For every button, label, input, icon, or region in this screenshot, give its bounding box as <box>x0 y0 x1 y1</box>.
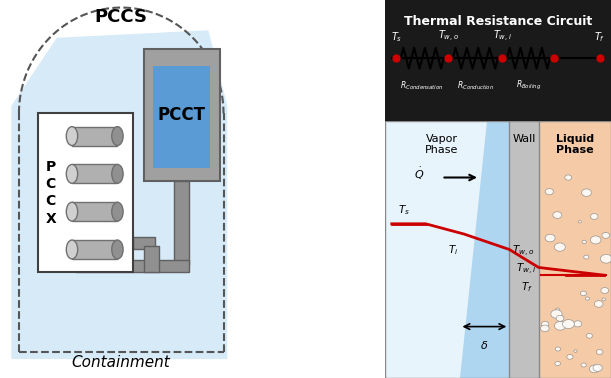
Text: $T_s$: $T_s$ <box>390 30 402 44</box>
Ellipse shape <box>66 164 78 183</box>
Text: P
C
C
X: P C C X <box>45 160 56 226</box>
Polygon shape <box>539 121 611 378</box>
Ellipse shape <box>578 221 581 223</box>
Text: PCCS: PCCS <box>95 8 148 26</box>
Text: Vapor
Phase: Vapor Phase <box>425 134 458 155</box>
Ellipse shape <box>585 297 590 300</box>
Ellipse shape <box>563 319 574 328</box>
Ellipse shape <box>593 364 602 372</box>
Polygon shape <box>12 30 227 359</box>
Ellipse shape <box>545 234 555 242</box>
Text: Containment: Containment <box>72 355 170 370</box>
Bar <box>72 202 117 221</box>
Text: $T_i$: $T_i$ <box>448 243 458 257</box>
Ellipse shape <box>554 322 566 330</box>
Text: Thermal Resistance Circuit: Thermal Resistance Circuit <box>404 15 592 28</box>
Text: $R_{Conduction}$: $R_{Conduction}$ <box>457 79 494 91</box>
Ellipse shape <box>541 325 549 332</box>
Ellipse shape <box>601 254 611 263</box>
Bar <box>144 246 159 272</box>
Ellipse shape <box>66 240 78 259</box>
Ellipse shape <box>602 298 606 301</box>
Text: $T_s$: $T_s$ <box>398 203 411 217</box>
Ellipse shape <box>590 365 599 373</box>
Ellipse shape <box>590 236 601 244</box>
Bar <box>76 260 189 272</box>
Ellipse shape <box>580 291 587 296</box>
Ellipse shape <box>565 175 572 180</box>
Ellipse shape <box>555 361 560 366</box>
Ellipse shape <box>556 315 564 321</box>
Text: $T_{w,i}$: $T_{w,i}$ <box>493 29 512 44</box>
Ellipse shape <box>586 333 593 338</box>
Ellipse shape <box>112 164 123 183</box>
Ellipse shape <box>551 310 562 318</box>
Ellipse shape <box>556 308 559 311</box>
Text: $\delta$: $\delta$ <box>480 339 489 352</box>
Polygon shape <box>385 121 510 378</box>
Ellipse shape <box>112 240 123 259</box>
Ellipse shape <box>112 127 123 146</box>
Ellipse shape <box>574 350 577 352</box>
Bar <box>174 181 189 265</box>
Text: Liquid
Phase: Liquid Phase <box>556 134 594 155</box>
Ellipse shape <box>601 288 609 293</box>
Ellipse shape <box>112 202 123 221</box>
Text: $T_f$: $T_f$ <box>594 30 606 44</box>
Ellipse shape <box>545 189 554 195</box>
Polygon shape <box>510 121 539 378</box>
Ellipse shape <box>590 214 598 219</box>
Bar <box>38 113 133 272</box>
Text: $T_{w,i}$: $T_{w,i}$ <box>516 262 536 277</box>
Ellipse shape <box>582 240 587 243</box>
Bar <box>72 240 117 259</box>
Ellipse shape <box>66 127 78 146</box>
Text: $T_{w,o}$: $T_{w,o}$ <box>438 29 459 44</box>
Bar <box>72 164 117 183</box>
Ellipse shape <box>574 321 582 327</box>
Text: $T_{w,o}$: $T_{w,o}$ <box>511 244 533 259</box>
Bar <box>72 127 117 146</box>
Text: $R_{Condensation}$: $R_{Condensation}$ <box>400 79 444 91</box>
Ellipse shape <box>553 212 562 218</box>
Ellipse shape <box>541 321 549 327</box>
Ellipse shape <box>595 301 603 307</box>
Text: PCCT: PCCT <box>158 106 206 124</box>
Ellipse shape <box>66 202 78 221</box>
Polygon shape <box>459 121 510 378</box>
Text: $\dot{Q}$: $\dot{Q}$ <box>414 166 424 182</box>
Text: $R_{Boiling}$: $R_{Boiling}$ <box>516 79 541 92</box>
Text: Wall: Wall <box>512 134 536 144</box>
Ellipse shape <box>554 243 565 251</box>
Ellipse shape <box>555 347 560 351</box>
Bar <box>133 237 155 249</box>
Bar <box>153 66 210 168</box>
Ellipse shape <box>567 355 573 359</box>
Ellipse shape <box>582 189 591 196</box>
Ellipse shape <box>581 363 587 367</box>
Ellipse shape <box>584 255 589 259</box>
Bar <box>144 49 220 181</box>
Ellipse shape <box>596 350 603 355</box>
Text: $T_f$: $T_f$ <box>521 280 532 294</box>
Ellipse shape <box>602 232 610 239</box>
